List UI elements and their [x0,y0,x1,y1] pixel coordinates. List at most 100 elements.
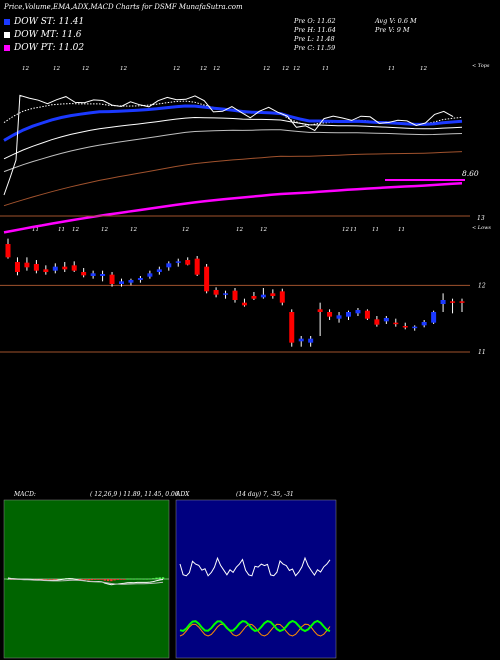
candle-body [298,338,304,342]
top-mark: 11 [322,66,329,72]
top-mark: 12 [263,66,270,72]
candle-body [279,291,285,303]
candle-body [364,310,370,319]
stat-pre-volume: Pre V: 9 M [375,26,410,34]
bottom-mark: 12 [260,227,267,233]
legend-swatch [4,44,10,51]
top-mark: 12 [120,66,127,72]
macd-histogram-bar [132,578,136,580]
candle-body [52,266,58,271]
macd-histogram-bar [158,577,161,579]
candle-body [166,263,172,268]
macd-histogram-bar [45,579,48,580]
macd-histogram-bar [97,579,100,580]
candle-body [346,312,351,317]
adx-label: ADX [175,491,190,498]
candle-body [431,312,437,323]
macd-histogram-bar [58,578,61,580]
macd-label: MACD: [13,491,36,498]
candlestick-panel: < Lows 12 11 [0,225,491,356]
macd-histogram-bar [119,579,123,580]
candle-body [43,269,49,272]
top-mark: 12 [53,66,60,72]
macd-histogram-bar [106,579,110,582]
candle-body [327,312,333,317]
candle-body [204,266,210,292]
candle-body [100,274,106,276]
macd-histogram-bar [48,579,52,580]
legend-dow-st: DOW ST: 11.41 [4,17,84,27]
macd-histogram-bar [87,579,90,581]
adx-values: (14 day) 7, -35, -31 [236,491,294,498]
macd-panel: MACD: ( 12,26,9 ) 11.89, 11.45, 0.06 [3,491,179,659]
macd-histogram-bar [155,577,158,579]
price-line [3,94,454,196]
macd-histogram-bar [110,579,113,582]
macd-histogram-bar [84,579,87,581]
top-mark: 12 [213,66,220,72]
macd-histogram-bar [55,579,58,580]
legend-dow-pt: DOW PT: 11.02 [4,43,84,53]
level-label: 8.60 [462,169,479,178]
ema-white-line [3,116,463,160]
candle-body [223,293,229,295]
panel-number: 13 [477,215,485,222]
top-mark: 12 [82,66,89,72]
macd-histogram-bar [135,578,139,580]
candle-body [185,260,191,265]
candle-body [5,244,11,258]
candle-body [317,309,323,312]
candle-body [109,274,115,284]
bottom-mark: 12 [182,227,189,233]
macd-histogram-bar [77,579,81,580]
macd-histogram-bar [113,579,116,581]
candle-body [421,322,427,326]
bottom-mark: 12 [236,227,243,233]
macd-histogram-bar [81,579,84,580]
macd-histogram-bar [161,577,165,579]
candle-body [241,302,247,306]
candle-body [393,322,399,325]
candle-body [62,266,68,270]
candle-body [137,278,143,280]
candle-body [213,290,219,295]
ema-brown-line [3,151,463,207]
ema-price-panel: < Tops 12 12 12 12 12 12 12 12 12 12 11 11 12 11 11 12… [0,63,490,234]
ema-blue-line [3,104,463,142]
stat-avg-volume: Avg V: 0.6 M [375,17,417,25]
candle-body [270,293,276,296]
ema-grey-line [3,129,463,173]
macd-histogram-bar [139,578,142,580]
legend-label: DOW ST: 11.41 [14,17,85,27]
macd-histogram-bar [142,578,145,580]
top-mark: 12 [22,66,29,72]
macd-histogram-bar [103,579,107,581]
adx-minus-di-line [179,623,331,637]
macd-histogram-bar [42,579,45,580]
candle-body [251,296,257,299]
tops-label: < Tops [472,63,490,69]
candle-body [355,310,361,314]
stat-pre-open: Pre O: 11.62 [294,17,336,25]
candle-body [175,261,181,263]
top-mark: 12 [293,66,300,72]
stat-pre-close: Pre C: 11.59 [294,44,336,52]
candle-body [289,312,295,343]
adx-background [175,499,337,659]
top-mark: 12 [282,66,289,72]
legend-dow-mt: DOW MT: 11.6 [4,30,82,40]
bottom-mark: 11 [58,227,65,233]
candle-body [450,301,456,303]
bottom-mark: 12 [130,227,137,233]
candle-body [260,294,266,298]
candle-body [336,315,342,319]
legend-swatch [4,31,10,38]
bottom-mark: 11 [350,227,357,233]
candle-body [412,326,418,329]
top-mark: 12 [200,66,207,72]
candle-body [14,262,20,272]
top-mark: 11 [388,66,395,72]
candle-body [33,264,39,271]
top-mark: 12 [173,66,180,72]
